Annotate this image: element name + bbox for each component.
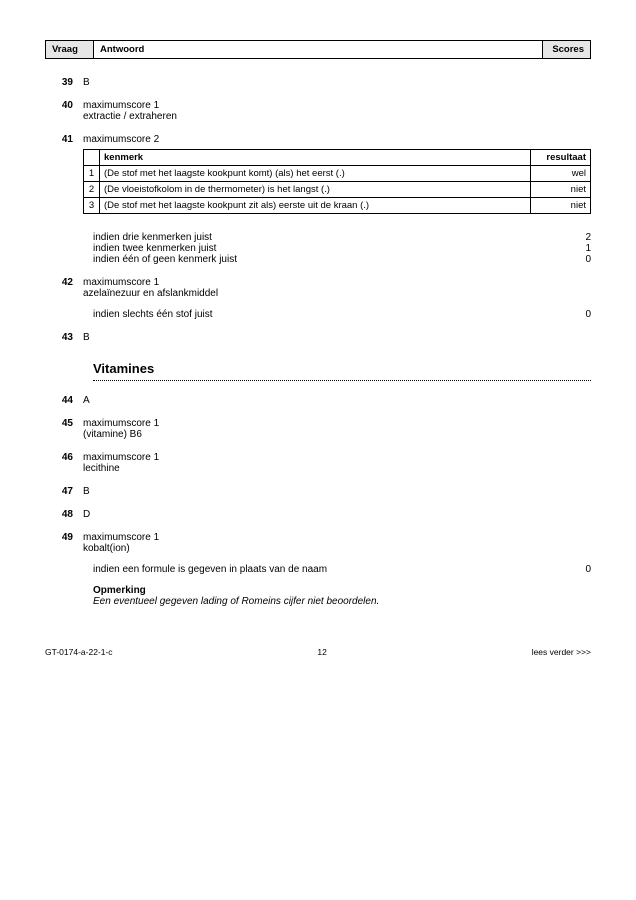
qnum: 42 xyxy=(45,277,83,299)
answer: azelaïnezuur en afslankmiddel xyxy=(83,288,591,299)
max-score: maximumscore 1 xyxy=(83,452,591,463)
table-row: 2 (De vloeistofkolom in de thermometer) … xyxy=(84,182,591,198)
question-43: 43 B xyxy=(45,332,591,343)
note-label: Opmerking xyxy=(93,585,591,596)
cell-num: 1 xyxy=(84,166,100,182)
header-vraag: Vraag xyxy=(46,41,94,59)
footer-left: GT-0174-a-22-1-c xyxy=(45,647,113,657)
scoring-41: indien drie kenmerken juist2 indien twee… xyxy=(93,232,591,265)
qnum: 48 xyxy=(45,509,83,520)
qnum: 41 xyxy=(45,134,83,222)
answer: lecithine xyxy=(83,463,591,474)
max-score: maximumscore 2 xyxy=(83,134,591,145)
max-score: maximumscore 1 xyxy=(83,418,591,429)
qnum: 47 xyxy=(45,486,83,497)
question-46: 46 maximumscore 1 lecithine xyxy=(45,452,591,474)
th-empty xyxy=(84,150,100,166)
qnum: 40 xyxy=(45,100,83,122)
qnum: 39 xyxy=(45,77,83,88)
question-48: 48 D xyxy=(45,509,591,520)
header-antwoord: Antwoord xyxy=(94,41,543,59)
note-block: Opmerking Een eventueel gegeven lading o… xyxy=(93,585,591,607)
question-41: 41 maximumscore 2 kenmerk resultaat 1 (D… xyxy=(45,134,591,222)
table-header-row: kenmerk resultaat xyxy=(84,150,591,166)
question-49: 49 maximumscore 1 kobalt(ion) xyxy=(45,532,591,554)
note-text: Een eventueel gegeven lading of Romeins … xyxy=(93,596,591,607)
footer-center: 12 xyxy=(317,647,326,657)
question-40: 40 maximumscore 1 extractie / extraheren xyxy=(45,100,591,122)
section-divider xyxy=(93,380,591,381)
question-42: 42 maximumscore 1 azelaïnezuur en afslan… xyxy=(45,277,591,299)
answer: extractie / extraheren xyxy=(83,111,591,122)
qnum: 45 xyxy=(45,418,83,440)
qnum: 49 xyxy=(45,532,83,554)
header-table: Vraag Antwoord Scores xyxy=(45,40,591,59)
section-title: Vitamines xyxy=(93,361,591,376)
answer: A xyxy=(83,395,591,406)
answer: (vitamine) B6 xyxy=(83,429,591,440)
table-row: 3 (De stof met het laagste kookpunt zit … xyxy=(84,198,591,214)
th-result: resultaat xyxy=(531,150,591,166)
answer: B xyxy=(83,486,591,497)
max-score: maximumscore 1 xyxy=(83,532,591,543)
answer: D xyxy=(83,509,591,520)
question-47: 47 B xyxy=(45,486,591,497)
qnum: 46 xyxy=(45,452,83,474)
question-44: 44 A xyxy=(45,395,591,406)
qnum: 44 xyxy=(45,395,83,406)
table-row: 1 (De stof met het laagste kookpunt komt… xyxy=(84,166,591,182)
cell-text: (De vloeistofkolom in de thermometer) is… xyxy=(100,182,531,198)
max-score: maximumscore 1 xyxy=(83,100,591,111)
kenmerk-table: kenmerk resultaat 1 (De stof met het laa… xyxy=(83,149,591,214)
answer: kobalt(ion) xyxy=(83,543,591,554)
scoring-42: indien slechts één stof juist0 xyxy=(93,309,591,320)
th-kenmerk: kenmerk xyxy=(100,150,531,166)
footer-right: lees verder >>> xyxy=(532,647,591,657)
cell-result: wel xyxy=(531,166,591,182)
cell-text: (De stof met het laagste kookpunt zit al… xyxy=(100,198,531,214)
score-line: indien een formule is gegeven in plaats … xyxy=(93,564,591,575)
answer: B xyxy=(83,77,591,88)
question-45: 45 maximumscore 1 (vitamine) B6 xyxy=(45,418,591,440)
score-line: indien drie kenmerken juist2 xyxy=(93,232,591,243)
header-scores: Scores xyxy=(543,41,591,59)
score-line: indien twee kenmerken juist1 xyxy=(93,243,591,254)
score-line: indien slechts één stof juist0 xyxy=(93,309,591,320)
cell-num: 3 xyxy=(84,198,100,214)
max-score: maximumscore 1 xyxy=(83,277,591,288)
scoring-49: indien een formule is gegeven in plaats … xyxy=(93,564,591,575)
question-39: 39 B xyxy=(45,77,591,88)
qnum: 43 xyxy=(45,332,83,343)
page-footer: GT-0174-a-22-1-c 12 lees verder >>> xyxy=(45,647,591,657)
cell-text: (De stof met het laagste kookpunt komt) … xyxy=(100,166,531,182)
score-line: indien één of geen kenmerk juist0 xyxy=(93,254,591,265)
cell-num: 2 xyxy=(84,182,100,198)
cell-result: niet xyxy=(531,198,591,214)
cell-result: niet xyxy=(531,182,591,198)
answer: B xyxy=(83,332,591,343)
